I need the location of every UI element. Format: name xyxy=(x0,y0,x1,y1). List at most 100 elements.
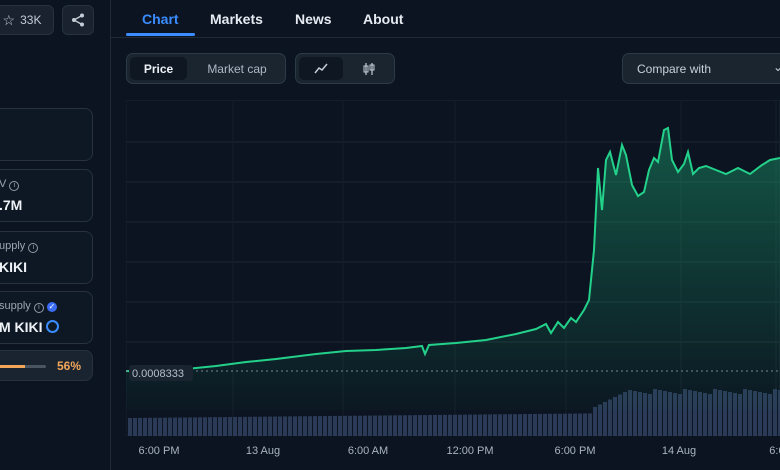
volume-bar xyxy=(243,416,247,436)
volume-bar xyxy=(598,404,602,436)
candlestick-icon xyxy=(363,62,375,75)
volume-bar xyxy=(268,416,272,436)
volume-bar xyxy=(703,393,707,436)
volume-bar xyxy=(763,393,767,436)
volume-bar xyxy=(383,415,387,436)
volume-bar xyxy=(643,393,647,436)
info-icon[interactable]: i xyxy=(9,181,20,191)
tab-chart[interactable]: Chart xyxy=(142,11,179,27)
volume-bar xyxy=(403,415,407,436)
tab-news[interactable]: News xyxy=(295,11,332,27)
volume-bar xyxy=(553,413,557,436)
price-area xyxy=(126,128,780,410)
tab-markets[interactable]: Markets xyxy=(210,11,263,27)
tab-about[interactable]: About xyxy=(363,11,404,27)
volume-bar xyxy=(513,414,517,436)
volume-bar xyxy=(518,414,522,436)
volume-bar xyxy=(358,415,362,436)
price-option[interactable]: Price xyxy=(130,57,187,80)
volume-bar xyxy=(568,413,572,436)
volume-bar xyxy=(213,417,217,436)
volume-bar xyxy=(413,415,417,436)
volume-bar xyxy=(453,414,457,436)
volume-bar xyxy=(323,416,327,436)
volume-bar xyxy=(288,416,292,436)
volume-bar xyxy=(198,417,202,436)
volume-bar xyxy=(498,414,502,436)
volume-bar xyxy=(728,392,732,436)
volume-bar xyxy=(493,414,497,436)
volume-bar xyxy=(353,415,357,436)
stat-card-3: upply i KIKI xyxy=(0,231,93,284)
volume-bar xyxy=(238,416,242,436)
volume-bar xyxy=(623,392,627,436)
volume-bar xyxy=(318,416,322,436)
volume-bar xyxy=(693,391,697,436)
volume-bar xyxy=(303,416,307,436)
volume-bar xyxy=(273,416,277,436)
volume-bar xyxy=(563,413,567,436)
volume-bar xyxy=(423,415,427,436)
candlestick-option[interactable] xyxy=(347,57,391,80)
volume-bar xyxy=(448,414,452,436)
volume-bar xyxy=(633,391,637,436)
sidebar: ☆ 33K V i .7M upply i KIKI supply i ✓ M … xyxy=(0,0,111,470)
line-chart-icon xyxy=(314,63,328,73)
volume-bar xyxy=(473,414,477,436)
volume-bar xyxy=(718,390,722,436)
progress-percent: 56% xyxy=(57,359,82,373)
x-tick-label: 6:00 AM xyxy=(347,445,389,457)
volume-bar xyxy=(218,417,222,436)
volume-bar xyxy=(688,390,692,436)
volume-bar xyxy=(608,399,612,436)
volume-bar xyxy=(653,389,657,436)
volume-bar xyxy=(163,417,167,436)
x-tick-label: 14 Aug xyxy=(661,445,697,457)
info-icon[interactable]: i xyxy=(28,243,39,253)
volume-bar xyxy=(658,390,662,436)
volume-bar xyxy=(278,416,282,436)
info-icon[interactable]: i xyxy=(33,303,44,313)
volume-bar xyxy=(148,417,152,436)
share-button[interactable] xyxy=(62,5,94,35)
x-tick-label: 6:00 PM xyxy=(138,445,180,457)
volume-bar xyxy=(258,416,262,436)
volume-bar xyxy=(743,389,747,436)
volume-bar xyxy=(583,413,587,436)
volume-bar xyxy=(488,414,492,436)
volume-bar xyxy=(578,413,582,436)
volume-bar xyxy=(588,413,592,436)
volume-bar xyxy=(378,415,382,436)
volume-bar xyxy=(298,416,302,436)
volume-bar xyxy=(613,397,617,436)
stat-card-4-value: M KIKI xyxy=(0,319,43,335)
volume-bar xyxy=(478,414,482,436)
compare-dropdown[interactable]: Compare with ⌄ xyxy=(622,53,780,84)
volume-bar xyxy=(338,415,342,436)
volume-bar xyxy=(543,413,547,436)
volume-bar xyxy=(573,413,577,436)
volume-bar xyxy=(698,392,702,436)
volume-bar xyxy=(428,414,432,436)
volume-bar xyxy=(223,417,227,436)
watchlist-button[interactable]: ☆ 33K xyxy=(0,5,54,35)
stat-card-1 xyxy=(0,108,93,161)
price-chart[interactable]: 0.0008333 xyxy=(126,100,780,436)
marketcap-option[interactable]: Market cap xyxy=(207,61,267,76)
volume-bar xyxy=(283,416,287,436)
volume-bar xyxy=(128,417,132,436)
volume-bar xyxy=(363,415,367,436)
volume-bar xyxy=(723,391,727,436)
main-panel: Chart Markets News About Price Market ca… xyxy=(111,0,780,470)
chevron-down-icon: ⌄ xyxy=(773,60,780,74)
volume-bar xyxy=(648,394,652,436)
metric-toggle: Price Market cap xyxy=(126,53,286,84)
stat-card-2: V i .7M xyxy=(0,169,93,222)
volume-bar xyxy=(173,417,177,436)
volume-bar xyxy=(708,394,712,436)
volume-bar xyxy=(538,413,542,436)
volume-bar xyxy=(228,416,232,436)
volume-bar xyxy=(193,417,197,436)
line-chart-option[interactable] xyxy=(299,57,343,80)
volume-bar xyxy=(768,394,772,436)
